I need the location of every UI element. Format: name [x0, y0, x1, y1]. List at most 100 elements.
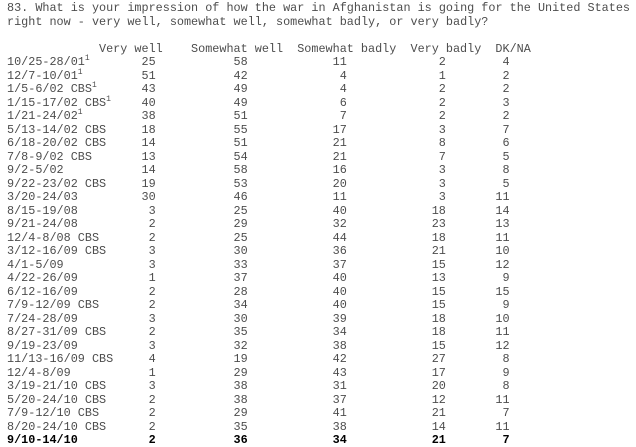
- cell-somewhat-well: 51: [233, 136, 248, 150]
- cell-somewhat-badly: 40: [332, 298, 347, 312]
- row-date: 5/20-24/10 CBS: [7, 392, 107, 407]
- cell-very-well: 2: [148, 325, 156, 339]
- column-header-somewhat-badly: Somewhat badly: [297, 41, 397, 56]
- table-row: 9/22-23/02 CBS 19 53 20 3 5: [7, 177, 636, 192]
- table-row: 10/25-28/011 25 58 11 2 4: [7, 55, 636, 70]
- cell-somewhat-badly: 34: [332, 433, 347, 447]
- row-date: 9/19-23/09: [7, 338, 78, 353]
- cell-very-well: 2: [148, 284, 156, 299]
- cell-somewhat-badly: 44: [332, 230, 347, 245]
- cell-dk-na: 2: [502, 68, 510, 83]
- cell-very-well: 2: [148, 298, 156, 312]
- cell-somewhat-well: 49: [233, 82, 248, 96]
- cell-very-badly: 2: [438, 95, 446, 110]
- table-row: 8/20-24/10 CBS 2 35 38 14 11: [7, 419, 636, 435]
- row-date: 8/15-19/08: [7, 203, 78, 218]
- row-date: 9/2-5/02: [7, 163, 64, 177]
- table-row: 4/1-5/09 3 33 37 15 12: [7, 257, 636, 273]
- cell-very-badly: 3: [438, 163, 446, 177]
- column-header-somewhat-well: Somewhat well: [191, 41, 284, 56]
- row-date: 12/4-8/08 CBS: [7, 230, 100, 245]
- cell-very-well: 2: [148, 217, 156, 231]
- table-row: 9/21-24/08 2 29 32 23 13: [7, 217, 636, 232]
- table-row: 3/20-24/03 30 46 11 3 11: [7, 190, 636, 205]
- column-header-very-badly: Very badly: [410, 41, 482, 56]
- cell-very-badly: 18: [431, 311, 446, 326]
- cell-somewhat-badly: 32: [332, 217, 347, 231]
- cell-dk-na: 10: [495, 244, 510, 258]
- cell-somewhat-badly: 43: [332, 365, 347, 380]
- cell-very-well: 40: [141, 95, 156, 110]
- cell-very-badly: 23: [431, 217, 446, 231]
- row-date: 12/4-8/09: [7, 365, 71, 380]
- cell-somewhat-badly: 37: [332, 257, 347, 272]
- table-row: 9/10-14/10 2 36 34 21 7: [7, 433, 636, 447]
- cell-very-well: 3: [148, 257, 156, 272]
- cell-very-badly: 15: [431, 338, 446, 353]
- cell-dk-na: 11: [495, 392, 510, 407]
- cell-dk-na: 7: [502, 433, 510, 447]
- cell-somewhat-badly: 11: [332, 190, 347, 204]
- cell-very-badly: 8: [438, 136, 446, 150]
- cell-somewhat-badly: 40: [332, 271, 347, 285]
- cell-very-well: 2: [148, 433, 156, 447]
- table-row: 3/19-21/10 CBS 3 38 31 20 8: [7, 379, 636, 394]
- cell-very-badly: 1: [438, 68, 446, 83]
- table-row: 7/9-12/09 CBS 2 34 40 15 9: [7, 298, 636, 313]
- cell-dk-na: 11: [495, 419, 510, 434]
- cell-somewhat-well: 34: [233, 298, 248, 312]
- cell-very-well: 1: [148, 365, 156, 380]
- cell-somewhat-badly: 41: [332, 406, 347, 420]
- cell-somewhat-badly: 31: [332, 379, 347, 393]
- column-header-dk-na: DK/NA: [495, 41, 531, 56]
- row-date: 3/19-21/10 CBS: [7, 379, 107, 393]
- cell-somewhat-well: 25: [233, 203, 248, 218]
- cell-very-well: 2: [148, 230, 156, 245]
- cell-dk-na: 8: [502, 163, 510, 177]
- column-header-very-well: Very well: [99, 41, 163, 56]
- cell-very-badly: 27: [431, 352, 446, 366]
- cell-somewhat-well: 35: [233, 419, 248, 434]
- cell-dk-na: 9: [502, 365, 510, 380]
- table-row: 11/13-16/09 CBS 4 19 42 27 8: [7, 352, 636, 367]
- table-row: 6/18-20/02 CBS 14 51 21 8 6: [7, 136, 636, 151]
- cell-somewhat-badly: 39: [332, 311, 347, 326]
- cell-very-badly: 15: [431, 257, 446, 272]
- cell-very-badly: 13: [431, 271, 446, 285]
- spacer: [7, 29, 636, 43]
- cell-somewhat-badly: 17: [332, 122, 347, 137]
- footnote-marker: 1: [91, 81, 97, 91]
- cell-somewhat-well: 29: [233, 406, 248, 420]
- cell-very-badly: 21: [431, 406, 446, 420]
- cell-somewhat-badly: 40: [332, 203, 347, 218]
- row-date: 7/24-28/09: [7, 311, 78, 326]
- row-date: 5/13-14/02 CBS: [7, 122, 107, 137]
- cell-somewhat-well: 42: [233, 68, 248, 83]
- cell-somewhat-badly: 36: [332, 244, 347, 258]
- cell-very-well: 38: [141, 109, 156, 123]
- cell-very-well: 3: [148, 379, 156, 393]
- cell-very-well: 3: [148, 311, 156, 326]
- table-row: 7/9-12/10 CBS 2 29 41 21 7: [7, 406, 636, 421]
- cell-dk-na: 5: [502, 149, 510, 164]
- cell-very-well: 2: [148, 419, 156, 434]
- cell-dk-na: 8: [502, 352, 510, 366]
- table-row: 4/22-26/09 1 37 40 13 9: [7, 271, 636, 286]
- table-row: 12/4-8/08 CBS 2 25 44 18 11: [7, 230, 636, 246]
- cell-somewhat-badly: 38: [332, 419, 347, 434]
- cell-somewhat-well: 51: [233, 109, 248, 123]
- table-row: 8/27-31/09 CBS 2 35 34 18 11: [7, 325, 636, 340]
- cell-dk-na: 6: [502, 136, 510, 150]
- cell-very-well: 3: [148, 244, 156, 258]
- table-row: 1/5-6/02 CBS1 43 49 4 2 2: [7, 81, 636, 97]
- row-date: 4/22-26/09: [7, 271, 78, 285]
- cell-very-badly: 3: [438, 190, 446, 204]
- cell-very-well: 3: [148, 203, 156, 218]
- row-date: 3/20-24/03: [7, 190, 78, 204]
- cell-somewhat-well: 54: [233, 149, 248, 164]
- cell-somewhat-badly: 40: [332, 284, 347, 299]
- table-row: 12/4-8/09 1 29 43 17 9: [7, 365, 636, 381]
- row-date: 7/9-12/10 CBS: [7, 406, 100, 420]
- row-date: 11/13-16/09 CBS: [7, 352, 114, 366]
- cell-very-well: 25: [141, 55, 156, 69]
